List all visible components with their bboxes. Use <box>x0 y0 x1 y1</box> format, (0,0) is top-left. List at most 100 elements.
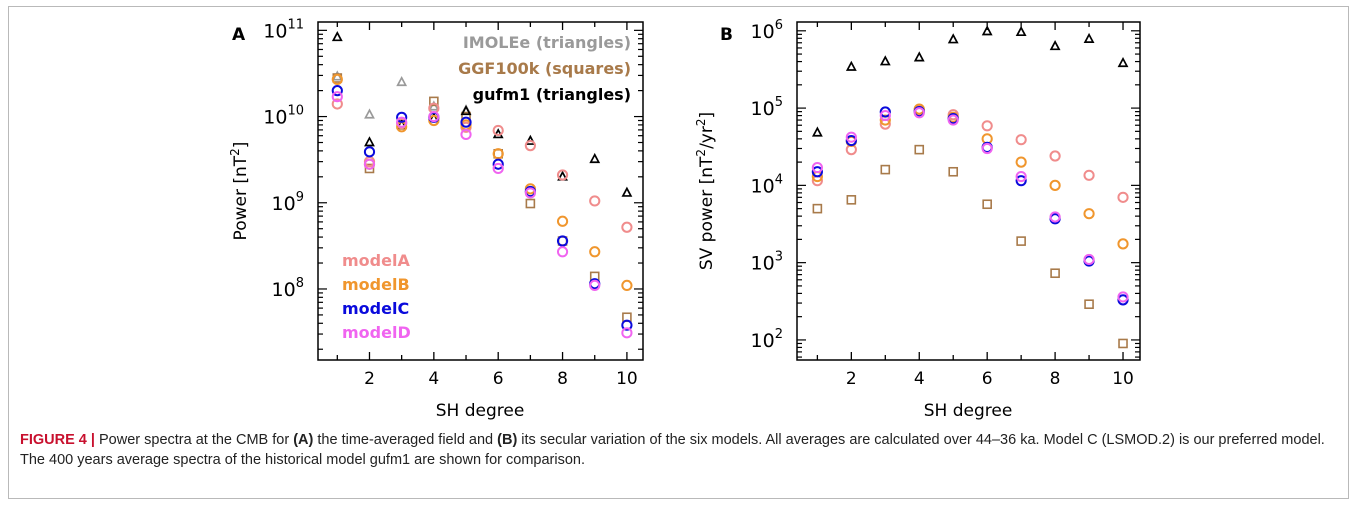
panel-b-point-ggf100k <box>1050 268 1060 279</box>
panel-a-legend-gufm1: gufm1 (triangles) <box>473 85 631 104</box>
panel-b-point-modelc <box>845 134 857 147</box>
panel-a-point-ggf100k <box>364 163 375 174</box>
panel-a-legend-modela: modelA <box>342 251 410 270</box>
panel-a-y-tick-label: 109 <box>272 190 304 215</box>
panel-a-point-modeld <box>396 116 408 128</box>
panel-a-legend-ggf100k: GGF100k (squares) <box>458 59 631 78</box>
panel-b-label: B <box>720 25 733 45</box>
panel-a-point-modelc <box>556 235 569 247</box>
panel-b-point-ggf100k <box>1016 236 1026 246</box>
panel-a-axes-frame <box>317 21 644 361</box>
panel-a-point-modelb <box>331 73 343 85</box>
panel-b-point-modeld <box>1083 253 1095 266</box>
panel-a-point-modelb <box>492 148 504 160</box>
panel-b-point-modeld <box>845 131 857 143</box>
panel-b-point-modeld <box>1049 211 1061 223</box>
panel-b-x-tick-label: 8 <box>1050 369 1061 389</box>
panel-a-legend-modeld: modelD <box>342 323 411 342</box>
panel-b-point-ggf100k <box>1118 338 1128 349</box>
panel-a-y-tick-label: 1011 <box>263 17 304 42</box>
panel-b-point-modeld <box>1015 170 1027 183</box>
panel-a-x-tick-label: 8 <box>557 369 568 389</box>
panel-b-point-modela <box>1015 134 1027 146</box>
panel-a-point-modeld <box>556 246 569 258</box>
panel-a-x-tick-label: 10 <box>616 369 638 389</box>
panel-a-point-modeld <box>589 279 601 292</box>
panel-b-point-gufm1 <box>981 25 993 36</box>
panel-a-point-modela <box>524 140 536 152</box>
panel-a-point-modeld <box>428 110 440 123</box>
panel-a-point-imolee <box>396 75 408 87</box>
panel-a-point-imolee <box>364 108 375 119</box>
panel-a-point-ggf100k <box>429 96 439 107</box>
panel-b-y-tick-label: 105 <box>751 95 783 120</box>
panel-a-point-modelb <box>556 215 569 227</box>
panel-a-point-gufm1 <box>331 31 343 42</box>
panel-a-point-gufm1 <box>589 152 601 164</box>
caption-panel-b-ref: (B) <box>497 432 518 448</box>
panel-b-point-modela <box>981 120 993 132</box>
panel-b-point-gufm1 <box>811 126 823 137</box>
panel-b-point-gufm1 <box>1117 56 1129 68</box>
panel-a-point-modelc <box>331 85 343 97</box>
panel-a-point-modelb <box>621 279 633 292</box>
caption-text-2: the time-averaged field and <box>313 432 498 448</box>
panel-a-point-modeld <box>621 327 633 339</box>
panel-b-point-modelb <box>1117 238 1129 250</box>
panel-b-y-tick-label: 104 <box>751 172 783 197</box>
panel-a-point-gufm1 <box>364 136 375 147</box>
panel-b-point-modelb <box>879 114 891 126</box>
panel-b-point-modela <box>1083 169 1095 181</box>
panel-a-y-axis-label: Power [nT2] <box>228 142 251 241</box>
panel-a-legend-modelc: modelC <box>342 299 409 318</box>
panel-b-point-ggf100k <box>1084 299 1094 309</box>
panel-b-y-tick-label: 103 <box>751 250 783 275</box>
panel-b-point-gufm1 <box>1049 40 1061 51</box>
panel-b-point-gufm1 <box>913 51 925 62</box>
panel-b-y-axis-label: SV power [nT2/yr2] <box>694 112 717 270</box>
panel-b-point-modela <box>1049 150 1061 162</box>
panel-a-point-modelc <box>621 319 633 331</box>
panel-a-point-ggf100k <box>525 198 536 209</box>
panel-a-point-modelc <box>363 146 376 158</box>
panel-b-x-tick-label: 10 <box>1112 369 1134 389</box>
caption-text-1: Power spectra at the CMB for <box>94 432 294 448</box>
caption-text-3: its secular variation of the six models.… <box>20 432 1325 468</box>
panel-a-legend-imolee: IMOLEe (triangles) <box>463 33 631 52</box>
panel-b-point-modeld <box>947 114 959 126</box>
panel-b-x-tick-label: 6 <box>982 369 993 389</box>
panel-a-label: A <box>232 25 246 45</box>
panel-b-point-modelb <box>1049 179 1061 191</box>
panel-a-point-modela <box>621 221 633 233</box>
panel-b-x-axis-label: SH degree <box>924 401 1013 421</box>
panel-b-point-ggf100k <box>846 195 857 205</box>
panel-b-point-ggf100k <box>880 164 891 175</box>
panel-a-point-modelc <box>396 111 408 123</box>
panel-a-y-tick-label: 1010 <box>263 104 304 129</box>
panel-a-point-modeld <box>363 158 376 170</box>
panel-b-point-gufm1 <box>947 33 959 44</box>
panel-b-axes-frame <box>796 21 1141 361</box>
panel-b-point-modelc <box>1015 175 1027 187</box>
panel-b-point-modeld <box>913 107 925 119</box>
panel-a-point-modelc <box>492 158 504 170</box>
panel-b-point-ggf100k <box>914 144 925 155</box>
panel-b-point-modela <box>1117 191 1129 203</box>
panel-b-chart: B 2 4 6 8 10 102 103 104 105 106 SH degree SV pow… <box>694 18 1141 421</box>
panel-b-point-modelc <box>879 106 891 118</box>
panel-a-point-gufm1 <box>524 134 536 145</box>
panel-b-y-tick-label: 106 <box>751 18 783 43</box>
caption-panel-a-ref: (A) <box>293 432 314 448</box>
panel-a-point-modelc <box>460 116 472 128</box>
panel-b-point-modeld <box>879 109 891 122</box>
panel-a-point-gufm1 <box>621 186 633 197</box>
panel-b-point-ggf100k <box>812 203 823 214</box>
panel-b-point-ggf100k <box>948 166 959 177</box>
panel-b-point-modeld <box>1117 291 1129 303</box>
figure-frame <box>8 6 1349 499</box>
panel-a-point-modeld <box>331 91 343 103</box>
panel-a-point-modela <box>331 98 343 110</box>
panel-a-x-tick-label: 6 <box>493 369 504 389</box>
panel-b-point-gufm1 <box>1015 25 1027 37</box>
